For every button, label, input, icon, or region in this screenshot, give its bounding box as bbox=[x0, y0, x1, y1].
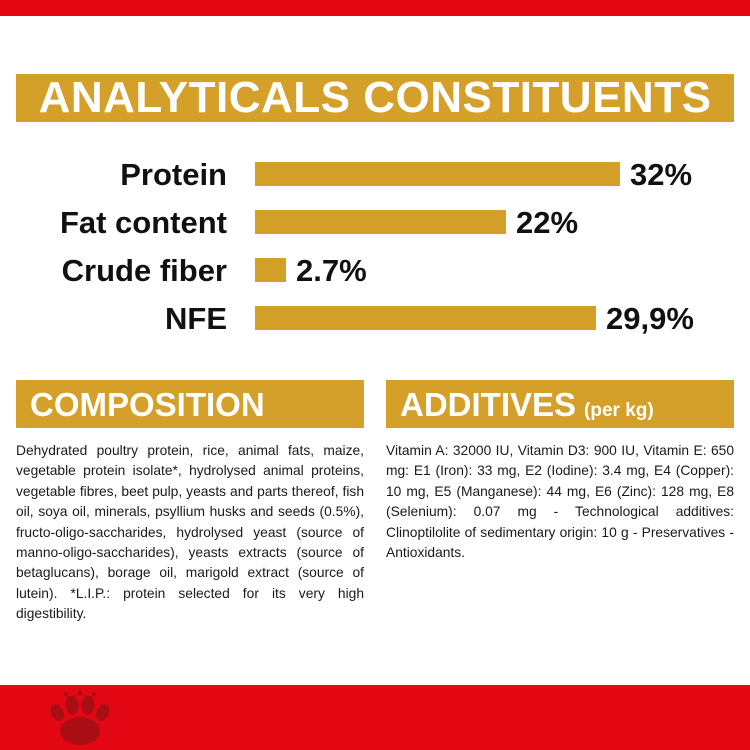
chart-category-label: NFE bbox=[165, 300, 227, 336]
chart-bar bbox=[255, 162, 620, 186]
chart-value-label: 2.7% bbox=[296, 252, 367, 288]
additives-title: ADDITIVES bbox=[400, 386, 577, 423]
chart-value-label: 29,9% bbox=[606, 300, 694, 336]
bottom-red-band bbox=[0, 685, 750, 750]
analyticals-title: ANALYTICALS CONSTITUENTS bbox=[38, 73, 712, 122]
composition-title: COMPOSITION bbox=[30, 386, 265, 423]
top-red-strip bbox=[0, 0, 750, 16]
composition-section: COMPOSITION Dehydrated poultry protein, … bbox=[16, 380, 364, 625]
chart-row: Fat content 22% bbox=[0, 204, 750, 240]
chart-bar bbox=[255, 306, 596, 330]
chart-row: Protein 32% bbox=[0, 156, 750, 192]
chart-category-label: Fat content bbox=[59, 204, 227, 240]
additives-title-suffix: (per kg) bbox=[584, 400, 654, 421]
additives-header: ADDITIVES (per kg) bbox=[386, 380, 734, 428]
chart-bar bbox=[255, 210, 506, 234]
composition-header: COMPOSITION bbox=[16, 380, 364, 428]
info-columns: COMPOSITION Dehydrated poultry protein, … bbox=[16, 380, 734, 625]
additives-text: Vitamin A: 32000 IU, Vitamin D3: 900 IU,… bbox=[386, 443, 734, 561]
chart-bar bbox=[255, 258, 286, 282]
paw-print-logo-icon bbox=[50, 690, 110, 745]
chart-value-label: 22% bbox=[516, 204, 579, 240]
chart-value-label: 32% bbox=[630, 156, 693, 192]
chart-category-label: Crude fiber bbox=[61, 252, 227, 288]
chart-row: Crude fiber 2.7% bbox=[0, 252, 750, 288]
chart-category-label: Protein bbox=[120, 156, 227, 192]
analyticals-bar-chart: Protein 32% Fat content 22% Crude fiber 2.7% N… bbox=[0, 156, 750, 336]
composition-text: Dehydrated poultry protein, rice, animal… bbox=[16, 443, 364, 622]
chart-row: NFE 29,9% bbox=[0, 300, 750, 336]
additives-section: ADDITIVES (per kg) Vitamin A: 32000 IU, … bbox=[386, 380, 734, 625]
analyticals-banner: ANALYTICALS CONSTITUENTS bbox=[16, 74, 734, 122]
